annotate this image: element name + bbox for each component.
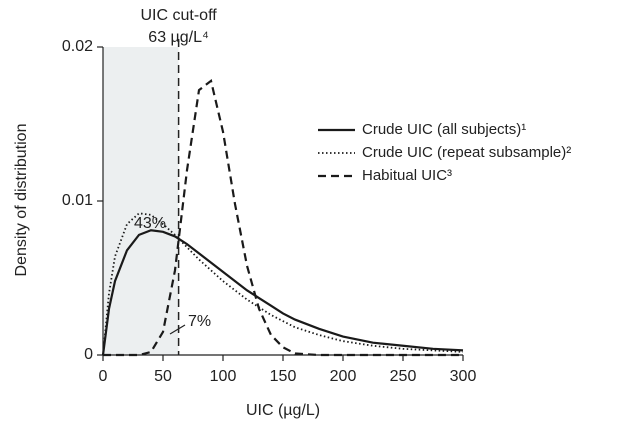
legend-label: Habitual UIC³ <box>362 167 452 184</box>
x-axis-label: UIC (µg/L) <box>246 402 320 419</box>
x-tick-label: 50 <box>154 368 172 385</box>
x-tick-label: 250 <box>390 368 417 385</box>
x-tick-label: 0 <box>99 368 108 385</box>
series-line <box>101 229 464 356</box>
y-tick-label: 0.02 <box>62 38 93 55</box>
below-cutoff-region <box>103 47 179 355</box>
cutoff-label: 63 µg/L⁴ <box>148 29 209 46</box>
annotation: 7% <box>188 313 211 330</box>
x-tick-label: 150 <box>270 368 297 385</box>
y-tick-label: 0.01 <box>62 192 93 209</box>
x-tick-label: 200 <box>330 368 357 385</box>
series-line <box>102 212 464 356</box>
x-tick-label: 100 <box>210 368 237 385</box>
series-line <box>103 78 463 357</box>
legend-label: Crude UIC (all subjects)¹ <box>362 121 526 138</box>
y-axis-label: Density of distribution <box>13 124 30 277</box>
x-tick-label: 300 <box>450 368 477 385</box>
annotation: 43% <box>134 215 166 232</box>
cutoff-title: UIC cut-off <box>141 7 218 24</box>
legend-label: Crude UIC (repeat subsample)² <box>362 144 571 161</box>
y-tick-label: 0 <box>84 346 93 363</box>
annotation-pointer <box>169 324 186 335</box>
